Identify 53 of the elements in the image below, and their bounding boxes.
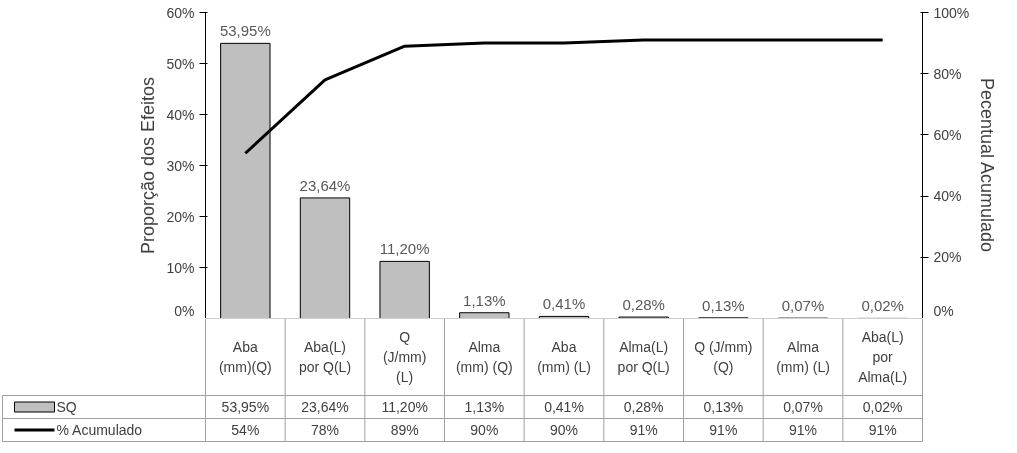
text: 0,02% xyxy=(861,297,904,315)
data-label: 0,28% xyxy=(623,399,664,415)
y2-tick-label: 80% xyxy=(933,65,962,82)
text: 0,13% xyxy=(702,296,745,314)
y-tick-label: 0% xyxy=(174,302,195,319)
y2-tick-label: 60% xyxy=(933,126,962,143)
text: 0,41% xyxy=(542,295,586,313)
y2-tick-label: 100% xyxy=(933,4,970,21)
x-tick-label: Aba (mm)(Q) xyxy=(218,339,272,375)
y2-tick-label: 20% xyxy=(933,249,962,266)
data-label: 11,20% xyxy=(381,399,428,415)
text: 23,64% xyxy=(299,176,351,194)
text: 0,07% xyxy=(781,297,825,315)
x-tick-label: Q (J/mm) (L) xyxy=(382,329,427,385)
x-tick-label: Alma(L) por Q(L) xyxy=(617,339,670,375)
y2-tick-label: 0% xyxy=(933,302,954,319)
y-tick-label: 20% xyxy=(166,208,195,225)
data-label: 23,64% xyxy=(301,399,349,415)
data-label: 0,07% xyxy=(783,399,823,415)
text: 1,13% xyxy=(463,291,506,309)
text: 0,28% xyxy=(622,296,665,314)
data-label: 91% xyxy=(709,422,738,438)
data-label: 90% xyxy=(549,422,579,438)
text: 53,95% xyxy=(219,22,271,40)
data-label: 54% xyxy=(231,422,260,438)
data-label: 91% xyxy=(629,422,658,438)
data-label: 90% xyxy=(470,422,499,438)
y-tick-label: 30% xyxy=(166,157,195,174)
data-label: 0,13% xyxy=(703,399,744,415)
y2-tick-label: 40% xyxy=(933,188,962,205)
x-tick-label: Aba (mm) (L) xyxy=(537,339,591,375)
data-label: 1,13% xyxy=(464,399,505,415)
data-label: 91% xyxy=(868,422,897,438)
data-label: 89% xyxy=(390,422,419,438)
y-tick-label: 60% xyxy=(166,4,195,21)
y2-axis-title: Pecentual Acumulado xyxy=(977,77,998,253)
legend-label: SQ xyxy=(56,399,77,415)
x-tick-label: Alma (mm) (Q) xyxy=(455,339,513,375)
y-tick-label: 40% xyxy=(166,106,195,123)
x-tick-label: Aba(L) por Alma(L) xyxy=(858,329,908,385)
data-label: 78% xyxy=(310,422,340,438)
data-label: 0,02% xyxy=(862,399,903,415)
data-label: 91% xyxy=(788,422,818,438)
x-tick-label: Alma (mm) (L) xyxy=(776,339,830,375)
data-label: 53,95% xyxy=(221,399,270,415)
data-label: 0,41% xyxy=(544,399,584,415)
y-tick-label: 10% xyxy=(166,259,195,276)
text: 11,20% xyxy=(379,240,430,258)
x-tick-label: Aba(L) por Q(L) xyxy=(298,339,352,375)
legend-label: % Acumulado xyxy=(56,422,143,438)
x-tick-label: Q (J/mm) (Q) xyxy=(694,339,753,375)
y-axis-title: Proporção dos Efeitos xyxy=(138,76,159,255)
y-tick-label: 50% xyxy=(166,55,195,72)
